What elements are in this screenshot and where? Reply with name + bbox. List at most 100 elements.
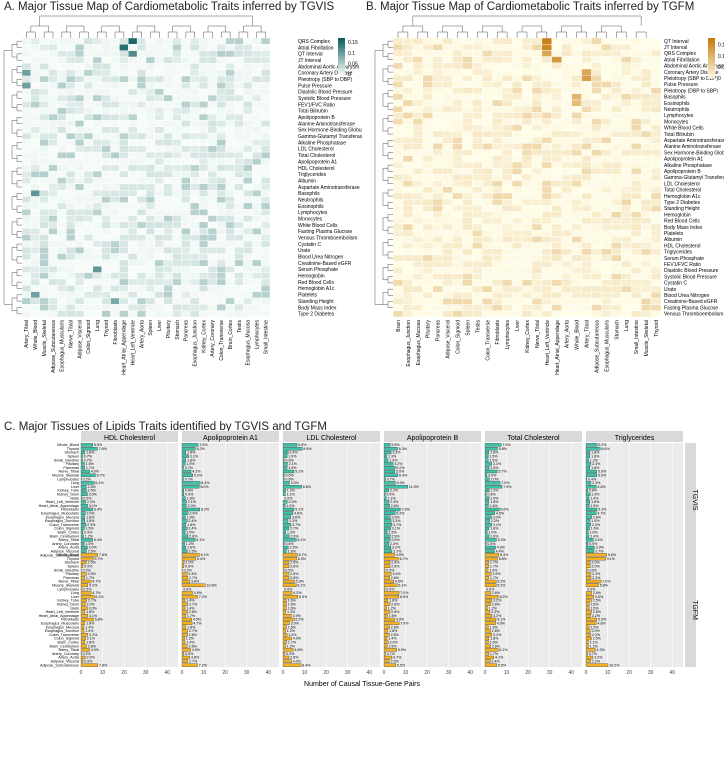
heat-cell xyxy=(172,189,182,197)
heat-cell xyxy=(39,209,49,216)
heat-cell xyxy=(30,132,40,140)
bar-label: 2.3% xyxy=(390,542,399,546)
heat-cell xyxy=(551,304,562,312)
heat-cell xyxy=(234,272,244,280)
bar-label: 1.3% xyxy=(287,531,296,535)
tissue-label-pancreas: Pancreas xyxy=(63,466,79,470)
heat-cell xyxy=(551,118,562,125)
heat-cell xyxy=(541,242,553,250)
heat-cell xyxy=(482,186,493,194)
bar-label: 0.2% xyxy=(184,568,193,572)
heat-cell xyxy=(172,88,182,96)
heat-cell xyxy=(650,211,662,219)
tissue-label-kidney-glom: Kidney_Glom xyxy=(57,493,79,497)
heat-cell xyxy=(92,120,102,127)
heat-cell xyxy=(492,62,503,70)
row-label-apolipoprotein-a1: Apolipoprotein A1 xyxy=(298,159,337,165)
heat-cell xyxy=(92,88,102,96)
bar-tgfm-colon-transverse xyxy=(181,633,188,637)
heat-cell xyxy=(190,221,200,229)
heat-cell xyxy=(243,170,253,178)
heat-cell xyxy=(172,139,182,146)
heat-cell xyxy=(145,69,156,77)
bar-label: 1.6% xyxy=(591,527,600,531)
heat-cell xyxy=(243,101,253,108)
bar-label: 3.2% xyxy=(89,633,98,637)
heat-cell xyxy=(198,253,209,261)
col-label-whole-blood: Whole_Blood xyxy=(575,320,581,350)
heat-cell xyxy=(432,211,443,219)
bar-label: 1.4% xyxy=(186,641,195,645)
heat-cell xyxy=(561,273,572,281)
heat-cell xyxy=(422,44,433,51)
col-label-lung: Lung xyxy=(624,320,630,331)
heat-cell xyxy=(640,130,652,138)
heat-cell xyxy=(531,186,543,194)
heat-cell xyxy=(57,266,67,273)
heat-cell xyxy=(57,202,67,210)
heat-cell xyxy=(57,240,67,248)
heat-cell xyxy=(181,177,191,185)
bar-label: 2.0% xyxy=(87,656,96,660)
heat-cell xyxy=(207,132,218,140)
heat-cell xyxy=(551,273,562,281)
col-label-colon-sigmoid: Colon_Sigmoid xyxy=(86,320,92,354)
x-tick: 20 xyxy=(626,670,632,676)
heat-cell xyxy=(571,310,582,318)
heat-cell xyxy=(472,298,483,305)
heat-cell xyxy=(501,236,513,243)
bar-label: 2.6% xyxy=(391,576,400,580)
heat-cell xyxy=(198,126,209,134)
heat-cell xyxy=(640,167,652,175)
facet-title-total-cholesterol: Total Cholesterol xyxy=(507,435,560,442)
heat-cell xyxy=(531,118,543,125)
row-label-platelets: Platelets xyxy=(664,231,684,237)
bar-label: 0.5% xyxy=(285,568,294,572)
heat-cell xyxy=(83,272,94,280)
heat-cell xyxy=(83,107,94,115)
bar-tgvis-pancreas xyxy=(383,466,396,470)
heat-cell xyxy=(172,234,182,242)
heat-cell xyxy=(531,205,543,212)
bar-label: 2.8% xyxy=(290,572,299,576)
x-tick: 20 xyxy=(323,670,329,676)
heat-cell xyxy=(521,44,533,51)
bar-tgfm-brain-cortex xyxy=(282,640,287,644)
heat-cell xyxy=(561,205,572,212)
heat-cell xyxy=(225,63,235,70)
bar-label: 4.5% xyxy=(395,580,404,584)
heat-cell xyxy=(511,68,523,76)
heat-cell xyxy=(511,105,523,113)
col-label-pituitary: Pituitary xyxy=(166,320,172,339)
heat-cell xyxy=(57,183,67,191)
heat-cell xyxy=(66,221,76,229)
heat-cell xyxy=(462,105,473,113)
heat-cell xyxy=(92,107,102,115)
heat-cell xyxy=(581,50,592,57)
heat-cell xyxy=(119,285,129,292)
heat-cell xyxy=(541,273,553,281)
heat-cell xyxy=(611,285,622,293)
dendrogram-branch xyxy=(221,31,231,38)
heat-cell xyxy=(225,107,235,115)
bar-label: 5.8% xyxy=(600,584,609,588)
bar-label: 6.7% xyxy=(400,557,409,561)
heat-cell xyxy=(154,266,164,273)
heat-cell xyxy=(521,298,533,305)
heat-cell xyxy=(402,229,414,237)
heat-cell xyxy=(260,215,271,223)
heat-cell xyxy=(172,209,182,216)
dendrogram-branch xyxy=(79,31,89,38)
bar-tgfm-kidney-tube xyxy=(181,598,186,603)
heat-cell xyxy=(412,149,423,157)
heat-cell xyxy=(591,192,602,200)
bar-tgvis-heart-left-ventricle xyxy=(383,500,390,504)
heat-cell xyxy=(181,304,191,311)
heat-cell xyxy=(163,221,173,229)
heat-cell xyxy=(243,234,253,242)
heat-cell xyxy=(163,113,173,121)
bar-tgvis-colon-sigmoid xyxy=(80,526,85,531)
heat-cell xyxy=(601,136,612,144)
heat-cell xyxy=(452,267,463,274)
heat-cell xyxy=(234,107,244,115)
